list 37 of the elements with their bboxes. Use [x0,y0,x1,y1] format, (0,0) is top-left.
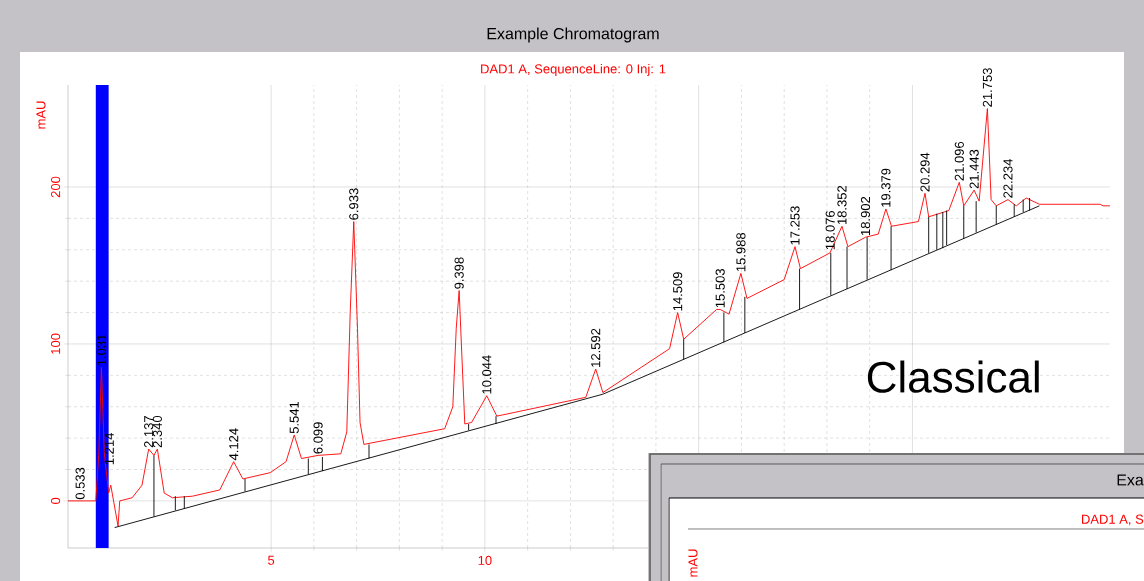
annotation: 18.352 [837,185,847,225]
y-axis-title: mAU [36,101,46,129]
annotation: 20.294 [920,152,930,192]
text: mAU [688,549,698,577]
annotation: 5.541 [289,401,299,434]
x-tick-label: 10 [478,555,492,565]
annotation: 18.902 [860,196,871,236]
annotation: 15.503 [715,269,725,308]
annotation: 1.214 [104,433,114,465]
annotation: 14.509 [673,272,683,311]
annotation: 4.124 [229,428,239,461]
annotation: 19.379 [881,168,891,207]
annotation: 0.533 [75,467,85,500]
annotation: 22.234 [1003,158,1013,198]
annotation: 9.398 [454,257,464,289]
annotation: 6.099 [313,422,323,454]
x-tick-label: 5 [268,555,275,565]
annotation: 6.933 [349,188,359,220]
y-tick-label: 200 [51,176,61,198]
annotation: 1.031 [96,334,107,366]
annotation: 2.137 [144,416,154,448]
annotation: 21.753 [982,68,992,107]
y-tick-label: 100 [51,333,61,354]
y-tick-label: 0 [51,497,61,505]
annotation: 21.443 [969,149,979,189]
annotation: 10.044 [482,355,492,394]
annotation: 18.076 [825,210,835,250]
annotation: 17.253 [790,206,800,245]
annotation: 15.988 [736,232,746,272]
annotation: 2.340 [152,415,162,448]
chart-title: Example Chromatogram [487,27,659,43]
annotation: Classical [867,360,1039,393]
text: Exa [1117,474,1144,486]
text: DAD1 A, S [1082,514,1144,526]
annotation: 21.096 [954,141,964,181]
annotation: 12.592 [591,328,601,367]
chart-subtitle: DAD1 A, SequenceLine: 0 Inj: 1 [481,63,666,77]
